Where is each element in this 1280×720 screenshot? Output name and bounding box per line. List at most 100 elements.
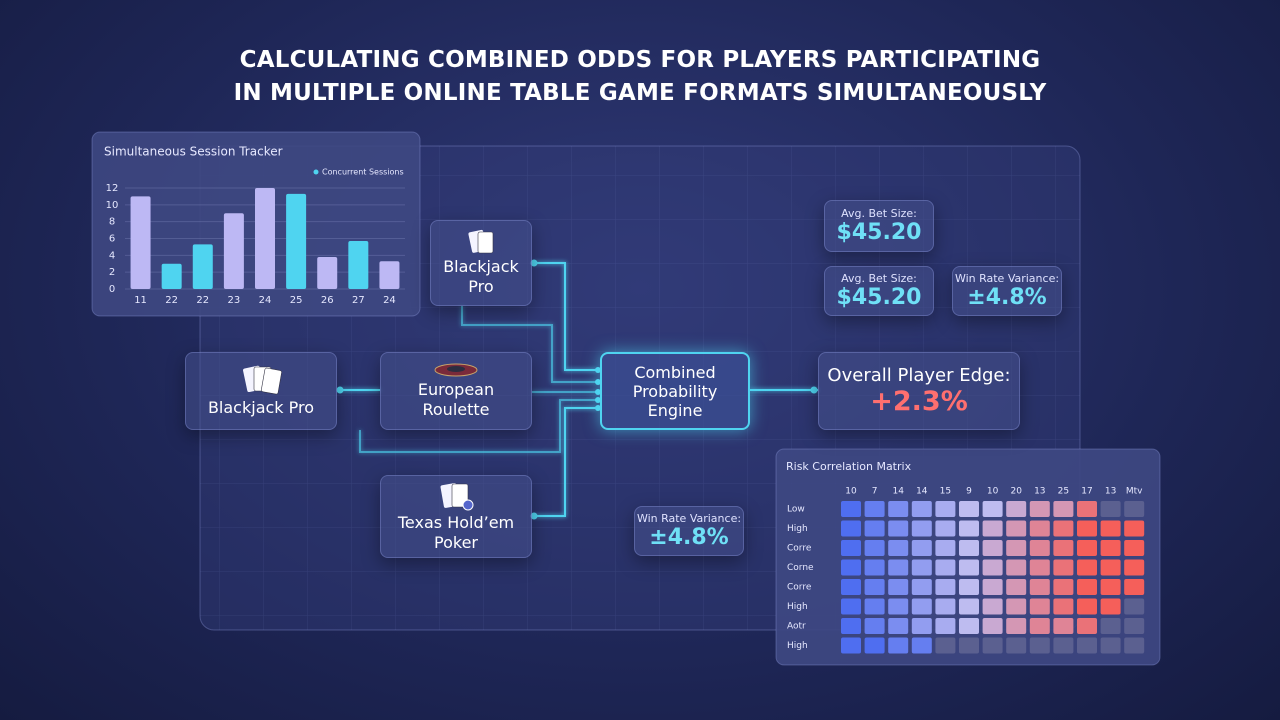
matrix-cell bbox=[888, 579, 909, 595]
stat-label: Win Rate Variance: bbox=[954, 272, 1060, 285]
matrix-cell bbox=[935, 501, 956, 517]
stat-card: Avg. Bet Size: $45.20 bbox=[824, 200, 934, 252]
matrix-cell bbox=[1100, 501, 1121, 517]
bar bbox=[286, 193, 307, 289]
matrix-cell bbox=[935, 540, 956, 556]
matrix-cell bbox=[982, 579, 1003, 595]
matrix-cell bbox=[959, 501, 979, 517]
matrix-cell bbox=[1124, 618, 1145, 634]
matrix-cell bbox=[935, 520, 956, 537]
dot bbox=[530, 259, 538, 267]
node-label: European Roulette bbox=[417, 380, 495, 419]
matrix-cell bbox=[911, 618, 932, 634]
matrix-cell bbox=[841, 598, 861, 615]
roulette-icon bbox=[434, 363, 478, 377]
matrix-cell bbox=[864, 501, 885, 517]
matrix-cell bbox=[1124, 559, 1145, 576]
title-line: IN MULTIPLE ONLINE TABLE GAME FORMATS SI… bbox=[233, 80, 1047, 106]
matrix-cell bbox=[982, 501, 1003, 517]
stat-label: Win Rate Variance: bbox=[636, 512, 742, 525]
matrix-cell bbox=[935, 598, 956, 615]
x-tick-label: 22 bbox=[196, 295, 209, 306]
matrix-cell bbox=[864, 637, 885, 654]
matrix-cell bbox=[1053, 520, 1074, 537]
bar bbox=[255, 188, 275, 289]
matrix-row-label: Corne bbox=[787, 563, 814, 573]
matrix-cell bbox=[864, 579, 885, 595]
y-tick-label: 8 bbox=[109, 217, 115, 228]
x-tick-label: 22 bbox=[165, 295, 178, 306]
matrix-cell bbox=[1053, 579, 1074, 595]
matrix-cell bbox=[1029, 540, 1050, 556]
matrix-cell bbox=[841, 520, 861, 537]
matrix-column-label: 10 bbox=[845, 487, 857, 497]
matrix-cell bbox=[1006, 501, 1027, 517]
matrix-cell bbox=[864, 520, 885, 537]
game-node: Blackjack Pro bbox=[185, 352, 337, 430]
matrix-cell bbox=[959, 520, 979, 537]
connector bbox=[534, 262, 598, 371]
matrix-cell bbox=[841, 540, 861, 556]
matrix-cell bbox=[959, 618, 979, 634]
game-node: Texas Hold’em Poker bbox=[380, 475, 532, 558]
matrix-cell bbox=[911, 540, 932, 556]
y-tick-label: 10 bbox=[106, 200, 119, 211]
matrix-cell bbox=[911, 559, 932, 576]
matrix-cell bbox=[1124, 501, 1145, 517]
matrix-column-label: 15 bbox=[940, 487, 951, 497]
matrix: 10 7 14 14 15 9 10 20 13 25 17 13 Mtv Low High Corre Cor… bbox=[787, 487, 1145, 654]
matrix-row-label: High bbox=[787, 524, 808, 534]
stat-card: Win Rate Variance: ±4.8% bbox=[952, 266, 1062, 316]
matrix-cell bbox=[959, 579, 979, 595]
matrix-cell bbox=[1006, 559, 1027, 576]
stat-card: Avg. Bet Size: $45.20 bbox=[824, 266, 934, 316]
dot bbox=[595, 367, 601, 373]
matrix-cell bbox=[1077, 540, 1097, 556]
y-tick-label: 0 bbox=[109, 284, 115, 295]
matrix-column-label: 13 bbox=[1034, 487, 1045, 497]
matrix-cell bbox=[1077, 637, 1097, 654]
matrix-row-label: High bbox=[787, 641, 808, 651]
dot bbox=[530, 512, 538, 520]
matrix-cell bbox=[864, 598, 885, 615]
node-label: Blackjack Pro bbox=[207, 398, 315, 417]
y-tick-label: 12 bbox=[106, 183, 119, 194]
output-label: Overall Player Edge: bbox=[827, 365, 1011, 386]
title-line: CALCULATING COMBINED ODDS FOR PLAYERS PA… bbox=[239, 47, 1041, 73]
matrix-cell bbox=[1029, 579, 1050, 595]
matrix-cell bbox=[1006, 579, 1027, 595]
matrix-cell bbox=[982, 637, 1003, 654]
matrix-cell bbox=[911, 579, 932, 595]
matrix-column-label: 13 bbox=[1105, 487, 1116, 497]
bar bbox=[223, 213, 244, 289]
matrix-cell bbox=[888, 598, 909, 615]
matrix-cell bbox=[911, 598, 932, 615]
matrix-cell bbox=[1124, 540, 1145, 556]
matrix-cell bbox=[935, 637, 956, 654]
matrix-column-label: 17 bbox=[1081, 487, 1092, 497]
matrix-cell bbox=[1100, 559, 1121, 576]
matrix-cell bbox=[959, 540, 979, 556]
matrix-cell bbox=[1029, 501, 1050, 517]
y-tick-label: 2 bbox=[109, 267, 115, 278]
matrix-cell bbox=[888, 501, 909, 517]
x-tick-label: 25 bbox=[290, 295, 303, 306]
stat-value: ±4.8% bbox=[967, 285, 1047, 310]
connector bbox=[359, 399, 598, 453]
cards-icon bbox=[440, 482, 474, 510]
matrix-cell bbox=[1100, 540, 1121, 556]
matrix-cell bbox=[1100, 520, 1121, 537]
matrix-title: Risk Correlation Matrix bbox=[786, 460, 912, 473]
matrix-column-label: Mtv bbox=[1126, 487, 1143, 497]
matrix-column-label: 9 bbox=[966, 487, 972, 497]
matrix-row-label: Corre bbox=[787, 544, 812, 554]
y-tick-label: 4 bbox=[109, 250, 115, 261]
stat-card: Win Rate Variance: ±4.8% bbox=[634, 506, 744, 556]
dot bbox=[595, 405, 601, 411]
bar bbox=[130, 196, 151, 289]
y-tick-label: 6 bbox=[109, 234, 115, 245]
node-label: Texas Hold’em Poker bbox=[397, 512, 515, 552]
connectors bbox=[340, 262, 818, 517]
node-label: Blackjack Pro bbox=[443, 257, 519, 296]
